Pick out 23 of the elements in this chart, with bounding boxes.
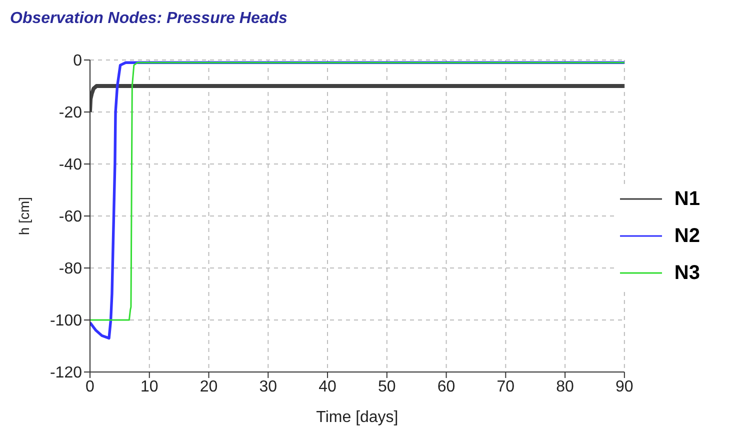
x-tick-label: 20 — [200, 378, 218, 396]
legend-label: N3 — [674, 262, 700, 284]
x-tick-label: 10 — [140, 378, 158, 396]
y-tick-label: -100 — [50, 312, 82, 330]
legend-label: N1 — [674, 188, 700, 210]
y-tick-label: -60 — [58, 208, 82, 226]
x-tick-label: 30 — [259, 378, 278, 396]
y-axis-title: h [cm] — [16, 196, 32, 236]
y-tick-label: -120 — [50, 364, 82, 382]
x-tick-label: 0 — [86, 378, 95, 396]
x-tick-label: 70 — [496, 378, 515, 396]
y-tick-label: -20 — [58, 104, 82, 122]
x-axis-title: Time [days] — [316, 409, 398, 426]
y-tick-label: 0 — [73, 52, 82, 70]
y-tick-label: -40 — [58, 156, 82, 174]
chart-title: Observation Nodes: Pressure Heads — [10, 10, 288, 28]
x-tick-label: 40 — [318, 378, 337, 396]
x-tick-label: 60 — [437, 378, 456, 396]
x-tick-label: 90 — [616, 378, 634, 396]
x-tick-label: 80 — [556, 378, 574, 396]
legend-label: N2 — [674, 224, 700, 248]
x-tick-label: 50 — [378, 378, 396, 396]
y-tick-label: -80 — [58, 260, 82, 278]
